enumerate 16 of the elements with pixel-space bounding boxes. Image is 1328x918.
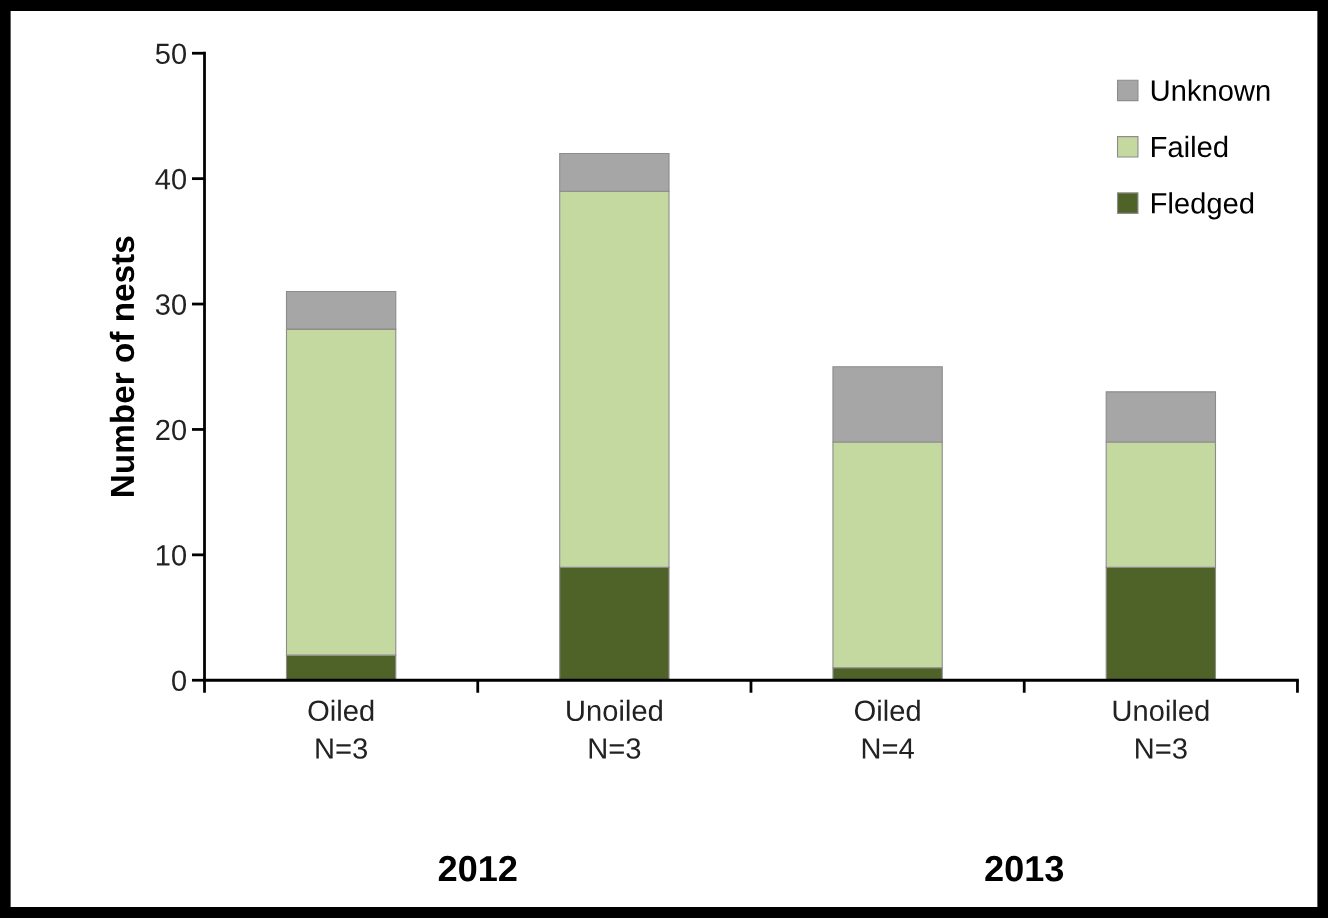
y-tick-label: 30 — [155, 294, 187, 315]
legend-label: Failed — [1152, 135, 1228, 158]
y-tick-label: 50 — [155, 43, 187, 65]
y-tick-label: 40 — [155, 168, 187, 190]
y-tick-label: 0 — [172, 670, 187, 692]
x-tick-label: Unoiled N=3 — [1113, 699, 1209, 759]
y-tick-label: 10 — [156, 545, 187, 566]
legend-label: Fledged — [1152, 192, 1254, 220]
text: 2012 — [438, 855, 517, 882]
text: 2013 — [985, 855, 1064, 882]
y-tick-label: 20 — [156, 419, 187, 441]
x-tick-label: Unoiled N=3 — [567, 699, 662, 759]
y-axis-title: Number of nests — [109, 236, 135, 497]
x-tick-label: Oiled N=3 — [308, 699, 374, 759]
x-tick-label: Oiled N=4 — [854, 699, 920, 759]
legend-label: Unknown — [1151, 79, 1270, 101]
